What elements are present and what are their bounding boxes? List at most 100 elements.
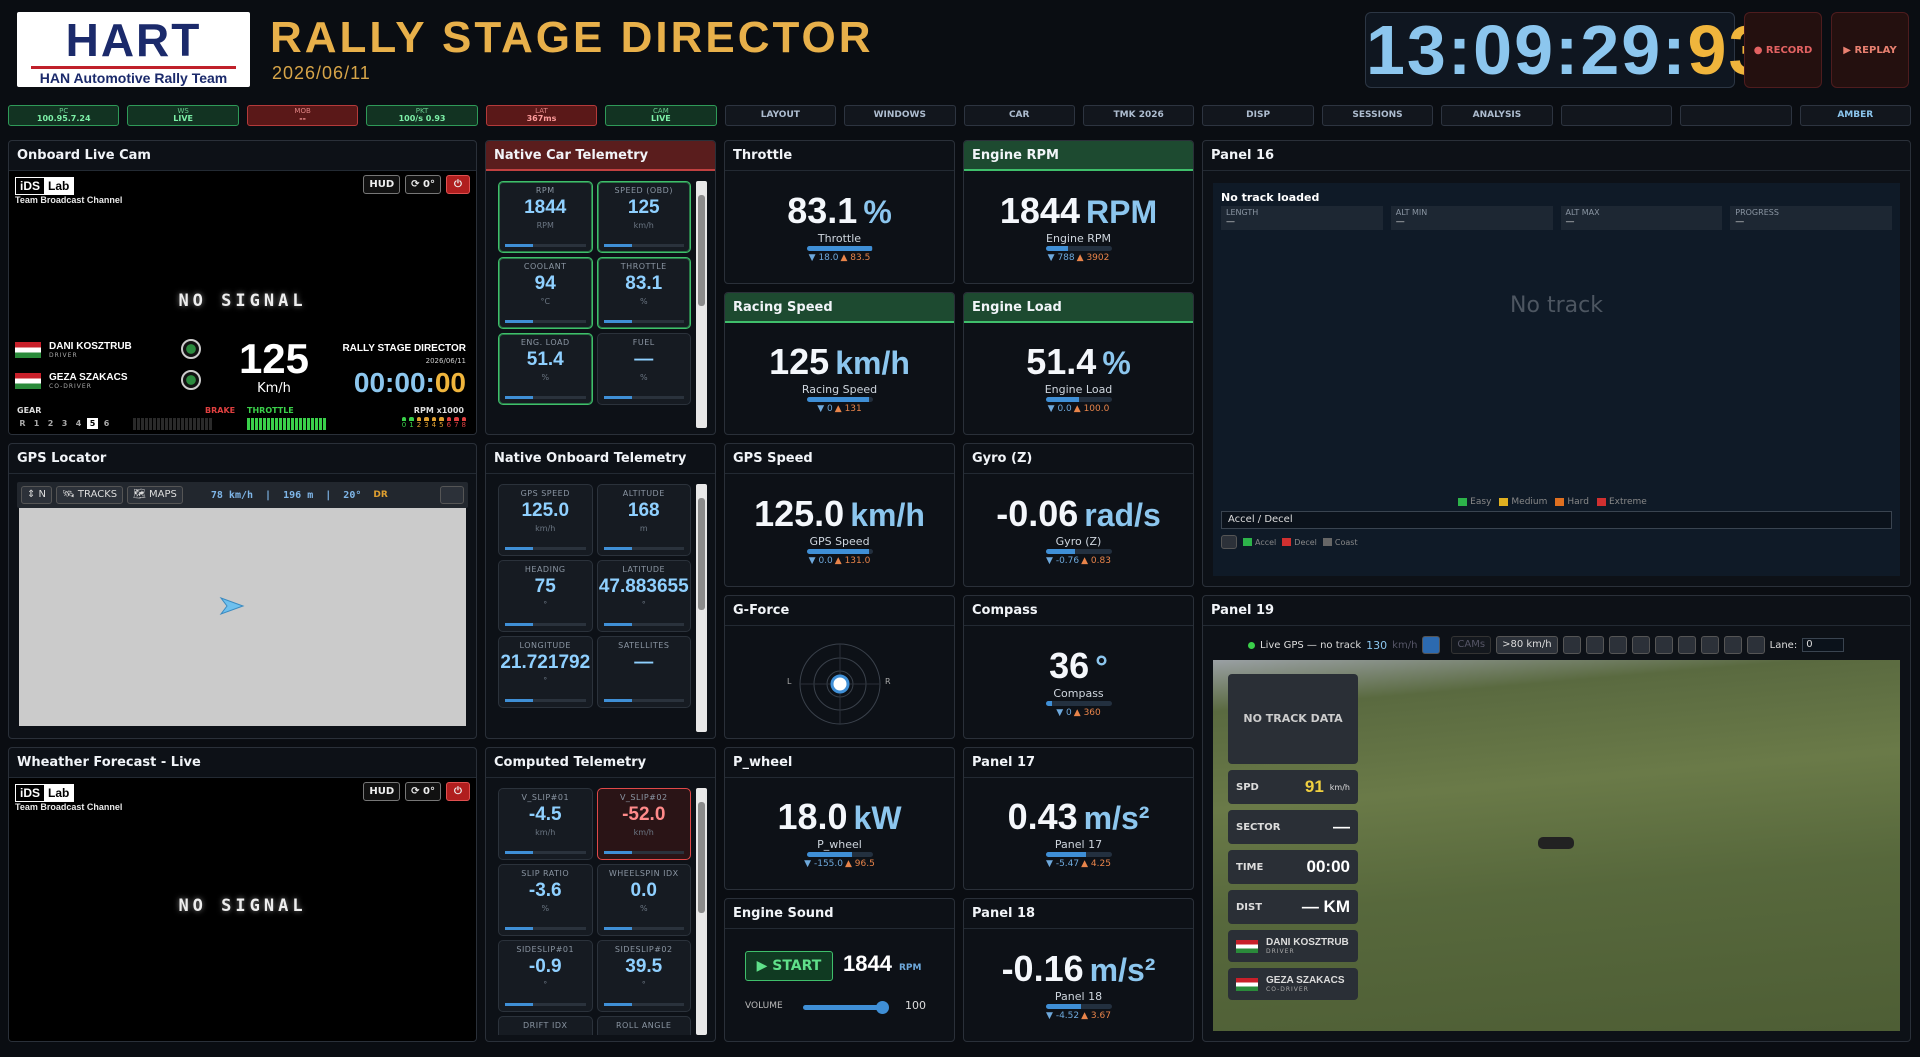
status-item[interactable]: LAT 367ms <box>485 105 598 126</box>
nav-button[interactable]: SESSIONS <box>1321 105 1434 126</box>
view-button[interactable] <box>1608 636 1627 654</box>
tile-grid: GPS SPEED 125.0 km/h ALTITUDE 168 m HEADING 75 °… <box>498 484 691 731</box>
tile: SIDESLIP#01 -0.9 ° <box>498 939 593 1012</box>
map-button[interactable]: 🗺 MAPS <box>127 486 183 505</box>
panel: Panel 19 Live GPS — no track 130 km/h CAMs >8… <box>1202 595 1911 1042</box>
cam-button[interactable]: HUD <box>363 781 401 801</box>
brake-label: BRAKE <box>205 406 236 415</box>
tile-label: GPS SPEED <box>520 489 570 499</box>
status-item[interactable]: WS LIVE <box>127 105 239 126</box>
tile-bar-fill <box>603 850 632 854</box>
crew-name: DANI KOSZTRUB <box>49 341 132 352</box>
start-button[interactable]: ▶ START <box>745 951 833 982</box>
legend-swatch <box>1282 538 1292 546</box>
follow-button[interactable] <box>1422 636 1441 654</box>
nav-button[interactable]: DISP <box>1202 105 1314 126</box>
view-button[interactable] <box>1677 636 1696 654</box>
cam-button[interactable]: HUD <box>363 175 401 194</box>
status-item[interactable]: PC 100.95.7.24 <box>8 105 120 126</box>
segment <box>323 418 326 430</box>
tile-bar-fill <box>505 699 534 703</box>
tile-unit: % <box>639 297 648 306</box>
view-button[interactable] <box>1723 636 1742 654</box>
segment <box>205 418 208 430</box>
nav-button[interactable]: WINDOWS <box>844 105 956 126</box>
view-button[interactable] <box>1700 636 1719 654</box>
speed-filter[interactable]: >80 km/h <box>1496 636 1558 654</box>
segment <box>141 418 144 430</box>
cams-button[interactable]: CAMs <box>1451 636 1492 654</box>
gear: 2 <box>47 419 54 428</box>
rpm-tick: 7 <box>454 417 459 429</box>
status-item[interactable]: PKT 100/s 0.93 <box>366 105 478 126</box>
view-button[interactable] <box>1585 636 1604 654</box>
status-label: PKT <box>415 107 429 115</box>
gauge-max: 4.25 <box>1081 859 1111 869</box>
tile-value: -3.6 <box>528 879 562 901</box>
status-item[interactable]: MOB -- <box>246 105 359 126</box>
nav-button[interactable]: LAYOUT <box>724 105 837 126</box>
gauge-max: 131 <box>835 404 862 414</box>
gauge-min: 0 <box>1056 708 1072 718</box>
segment <box>299 418 302 430</box>
legend-item: Decel <box>1282 538 1317 547</box>
view-button[interactable] <box>1654 636 1673 654</box>
nav-button[interactable]: AMBER <box>1799 105 1911 126</box>
brand-a: iDS <box>16 784 45 801</box>
map-button[interactable]: ⇕ N <box>21 486 53 505</box>
map-button[interactable]: 🛰 TRACKS <box>56 486 124 505</box>
nav-button[interactable]: CAR <box>963 105 1075 126</box>
volume-slider[interactable] <box>803 1001 889 1015</box>
gauge-reading: 36 ° <box>1049 645 1108 686</box>
crew-role: DRIVER <box>1266 948 1295 955</box>
tile-value: 1844 <box>524 197 567 218</box>
view-button[interactable] <box>1631 636 1650 654</box>
view-button[interactable] <box>1746 636 1765 654</box>
panel-body: 51.4%Engine Load 0.0100.0 <box>964 323 1193 435</box>
nav-button[interactable]: ANALYSIS <box>1441 105 1553 126</box>
tile-label: FUEL <box>632 338 655 347</box>
cam-button[interactable]: ⟳ 0° <box>405 781 441 801</box>
view-button[interactable] <box>1562 636 1581 654</box>
map-power[interactable] <box>440 486 464 505</box>
nav-blank[interactable] <box>1680 105 1792 126</box>
replay-button[interactable]: ▶ REPLAY <box>1831 12 1909 88</box>
panel: Onboard Live Cam iDS Lab Team Broadcast Cha… <box>8 140 477 436</box>
tile-value: 94 <box>534 273 556 294</box>
panel-title: GPS Locator <box>9 444 476 475</box>
lane-input[interactable]: 0 <box>1802 638 1845 652</box>
gauge-track <box>1045 852 1112 858</box>
nav-button[interactable]: TMK 2026 <box>1082 105 1195 126</box>
status-item[interactable]: CAM LIVE <box>605 105 717 126</box>
tile: THROTTLE 83.1% <box>596 257 691 329</box>
live-speed: 130 <box>1366 638 1388 652</box>
segment <box>247 418 250 430</box>
tile-value: — <box>634 652 654 674</box>
gauge-range: -155.096.5 <box>804 859 875 869</box>
flag <box>1236 939 1258 953</box>
legend-swatch <box>1499 498 1509 506</box>
cam-button[interactable]: ⏻ <box>446 781 470 801</box>
nav-blank[interactable] <box>1560 105 1673 126</box>
logo: HART HAN Automotive Rally Team <box>17 12 250 87</box>
panel-body: No track loaded LENGTH — ALT MIN — ALT MAX — PR… <box>1203 171 1910 586</box>
stat-value: — <box>1565 217 1575 227</box>
tile-value: 39.5 <box>625 955 663 977</box>
tile-label: DRIFT IDX <box>523 1020 568 1030</box>
mode-select[interactable]: Accel / Decel <box>1221 511 1892 529</box>
cam-button[interactable]: ⏻ <box>446 175 470 194</box>
gauge-max: 3.67 <box>1081 1011 1111 1021</box>
cam-button[interactable]: ⟳ 0° <box>405 175 441 194</box>
record-button[interactable]: ● RECORD <box>1744 12 1822 88</box>
gauge-value: 18.0 <box>777 796 848 838</box>
tile: GPS SPEED 125.0 km/h <box>498 484 593 557</box>
panel-title: Engine Load <box>964 292 1193 323</box>
tile-bar <box>603 699 684 703</box>
tile-value: -4.5 <box>528 803 562 825</box>
clear-button[interactable] <box>1221 535 1237 549</box>
